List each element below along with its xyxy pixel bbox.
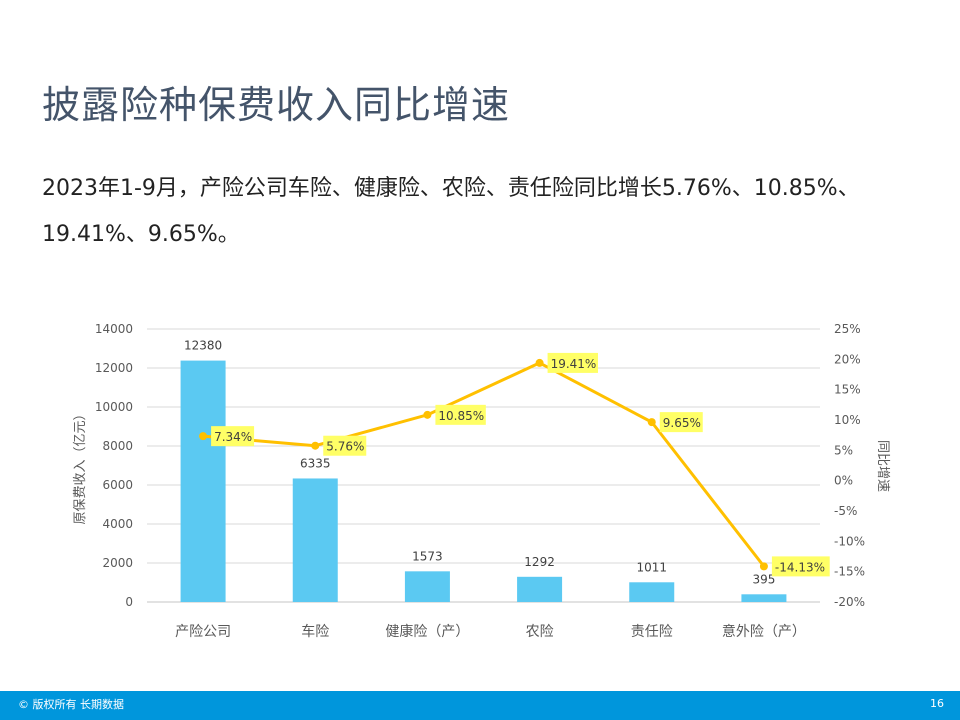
line-marker [535, 358, 544, 367]
line-marker [199, 432, 208, 441]
right-axis-title: 同比增速 [875, 440, 890, 492]
bar-value-labels: 12380 6335 1573 1292 1011 395 [184, 339, 775, 587]
left-tick-label: 2000 [102, 556, 133, 570]
combo-chart: 14000 12000 10000 8000 6000 4000 2000 0 25% 20% 1… [73, 322, 890, 640]
line-value-label: 9.65% [663, 416, 701, 430]
bar [517, 576, 563, 602]
line-label-bg [771, 556, 830, 577]
line-label-bg [659, 412, 703, 433]
page-number: 16 [930, 697, 944, 710]
right-tick-label: 5% [834, 443, 853, 457]
bar-value-label: 395 [752, 572, 775, 586]
line-label-bg [547, 352, 598, 373]
left-tick-label: 0 [125, 595, 133, 609]
bar-value-label: 1292 [524, 555, 555, 569]
line-marker [311, 441, 320, 450]
left-tick-label: 8000 [102, 439, 133, 453]
gridlines [147, 328, 820, 603]
bar [292, 478, 338, 602]
bar-series [180, 360, 787, 602]
bar-value-label: 1011 [636, 560, 667, 574]
right-tick-label: 15% [834, 383, 861, 397]
slide-title: 披露险种保费收入同比增速 [42, 83, 511, 127]
left-tick-label: 6000 [102, 478, 133, 492]
line-marker [423, 410, 432, 419]
line-value-label: 5.76% [326, 440, 364, 454]
line-label-bg [435, 404, 486, 425]
right-tick-label: -5% [834, 504, 857, 518]
category-label: 农险 [526, 624, 554, 640]
bar [629, 582, 675, 602]
right-tick-label: -10% [834, 534, 865, 548]
growth-line [202, 361, 766, 568]
left-tick-label: 4000 [102, 517, 133, 531]
line-value-label: 19.41% [551, 357, 597, 371]
category-axis-labels: 产险公司 车险 健康险（产） 农险 责任险 意外险（产） [175, 623, 806, 640]
line-series [199, 358, 768, 571]
line-value-label: 7.34% [214, 430, 252, 444]
line-value-labels: 7.34% 5.76% 10.85% 19.41% 9.65% -14.13% [211, 352, 830, 577]
category-label: 健康险（产） [385, 623, 469, 640]
copyright-text: © 版权所有 长期数据 [18, 698, 124, 711]
line-marker [759, 562, 768, 571]
right-tick-label: 10% [834, 413, 861, 427]
category-label: 产险公司 [175, 624, 231, 640]
category-label: 责任险 [631, 624, 673, 640]
category-label: 车险 [301, 623, 329, 640]
line-value-label: 10.85% [438, 409, 484, 423]
left-axis-title: 原保费收入（亿元） [73, 407, 88, 524]
footer-bar: © 版权所有 长期数据 16 [0, 691, 960, 720]
line-label-bg [211, 426, 255, 447]
bar-value-label: 6335 [300, 456, 331, 470]
line-value-label: -14.13% [775, 560, 825, 574]
right-tick-label: -15% [834, 565, 865, 579]
bar [404, 571, 450, 602]
left-tick-label: 10000 [95, 400, 133, 414]
right-axis-ticks: 25% 20% 15% 10% 5% 0% -5% -10% -15% -20% [834, 322, 865, 609]
bar [180, 360, 226, 602]
line-marker [647, 418, 656, 427]
right-tick-label: 25% [834, 322, 861, 336]
category-label: 意外险（产） [722, 623, 806, 640]
bar-value-label: 12380 [184, 339, 222, 353]
left-axis-ticks: 14000 12000 10000 8000 6000 4000 2000 0 [95, 322, 133, 609]
right-tick-label: 0% [834, 474, 853, 488]
bar-value-label: 1573 [412, 549, 443, 563]
line-label-bg [323, 435, 367, 456]
right-tick-label: 20% [834, 352, 861, 366]
bar [741, 594, 787, 602]
left-tick-label: 14000 [95, 322, 133, 336]
left-tick-label: 12000 [95, 361, 133, 375]
slide-subtitle: 2023年1-9月，产险公司车险、健康险、农险、责任险同比增长5.76%、10.… [42, 176, 860, 247]
right-tick-label: -20% [834, 595, 865, 609]
